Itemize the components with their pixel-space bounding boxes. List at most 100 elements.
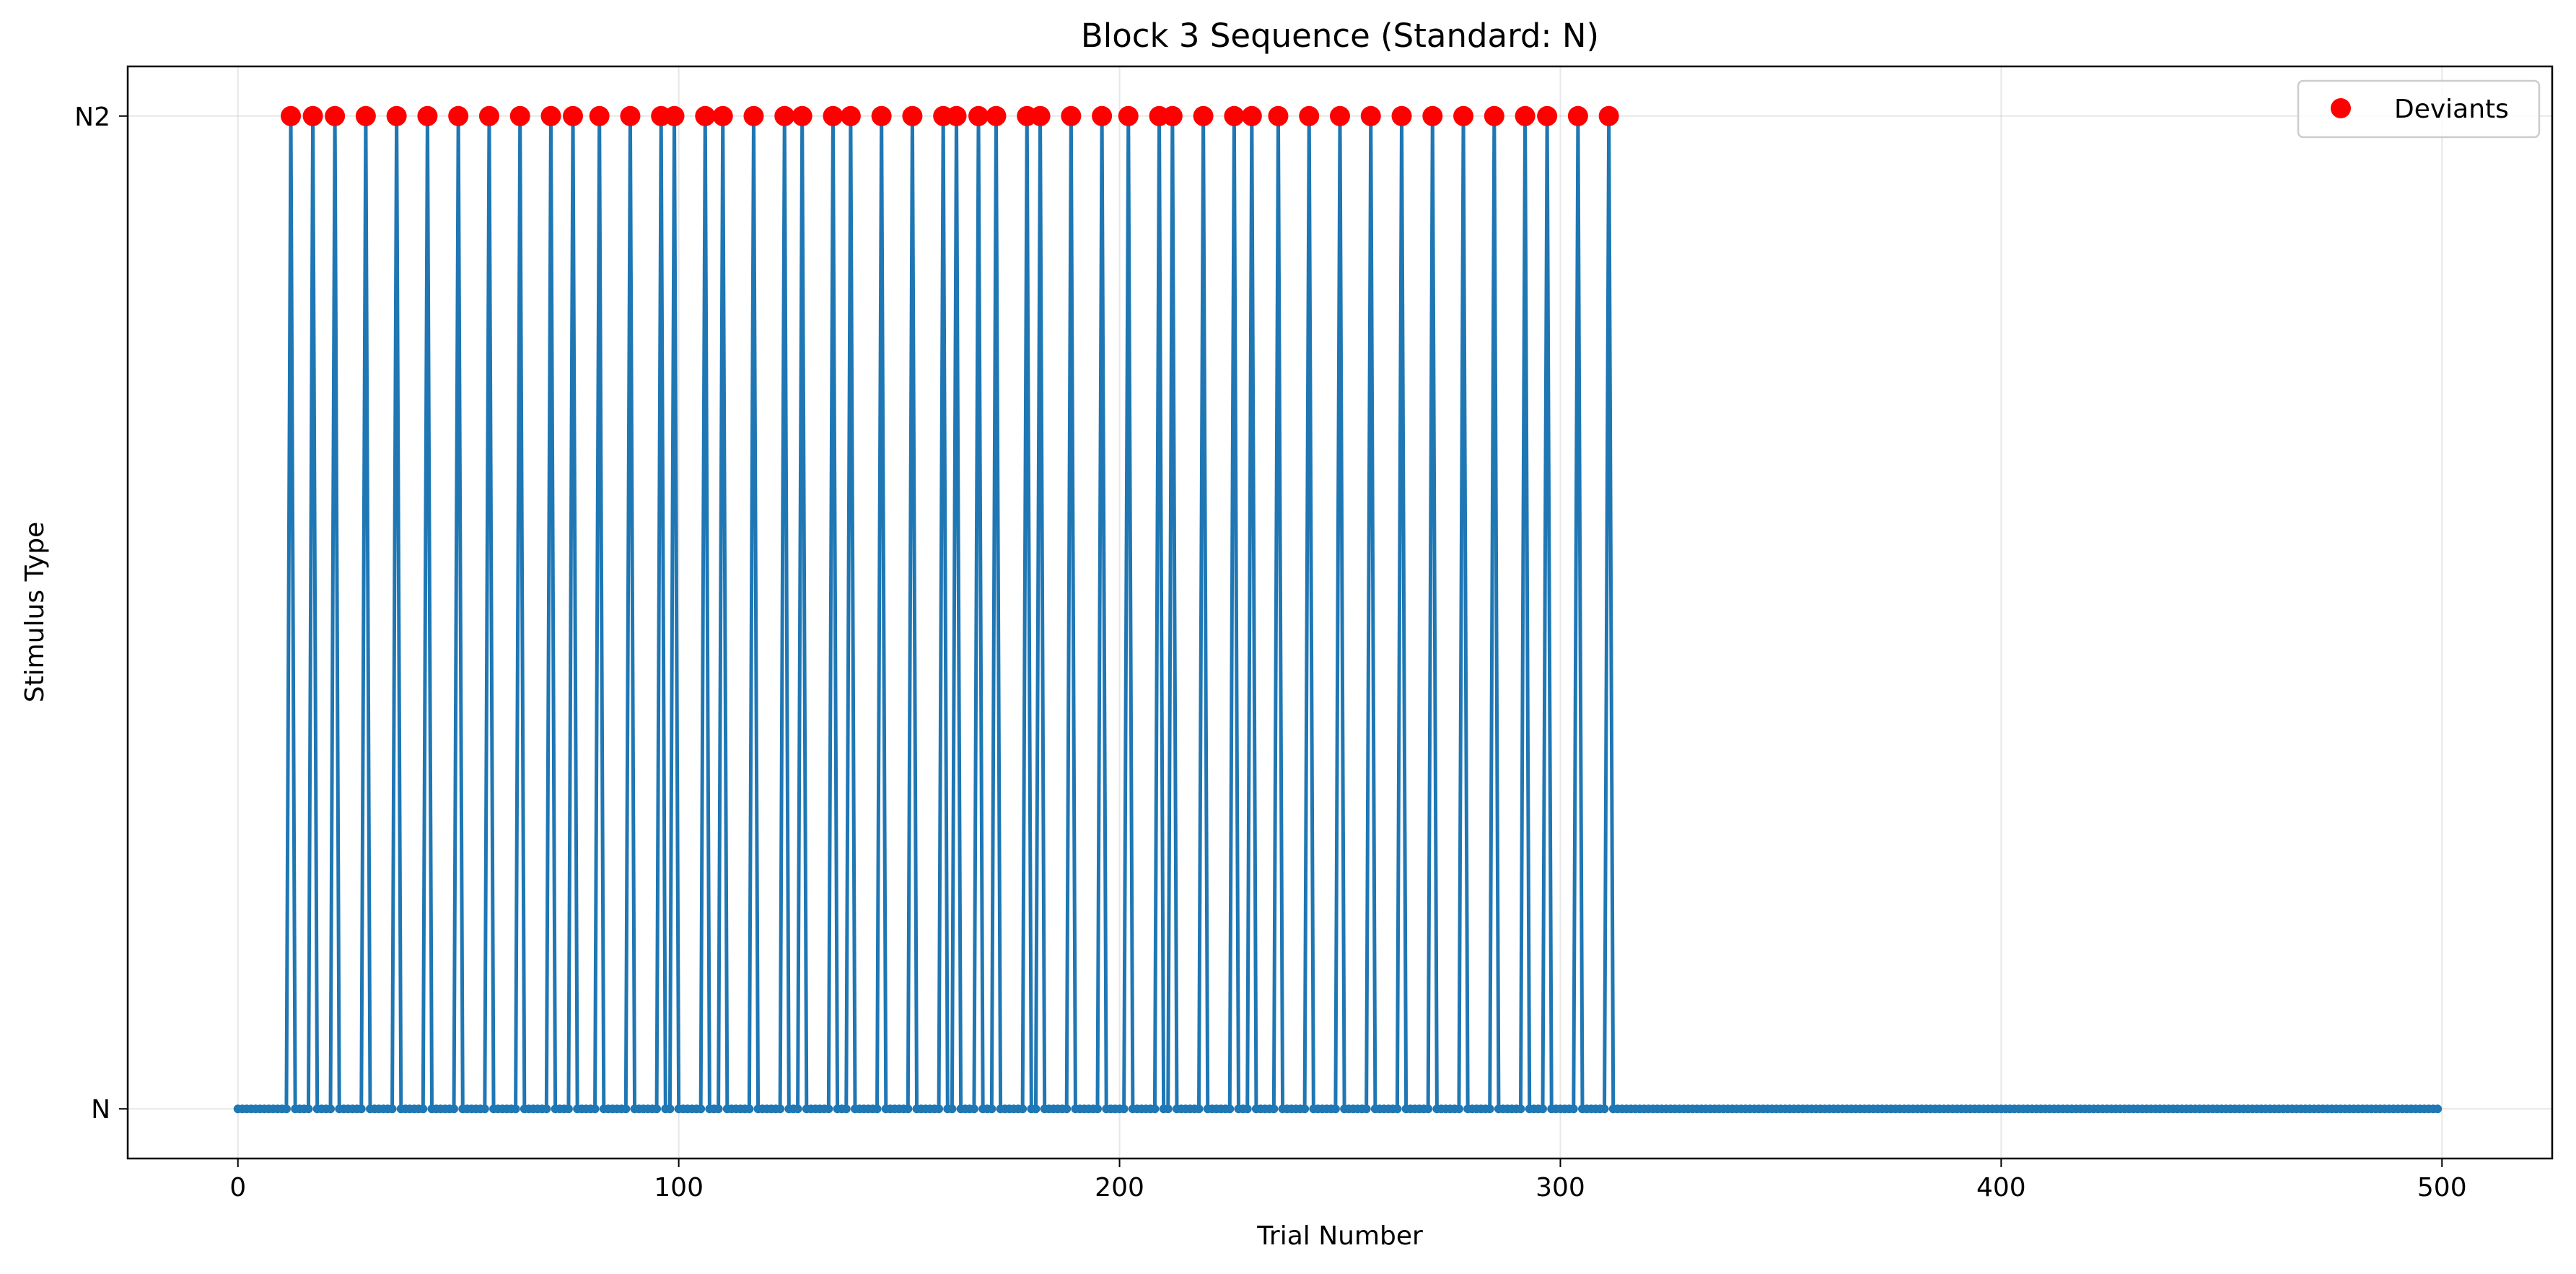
trial-point	[1485, 1104, 1494, 1114]
trial-point	[793, 1104, 802, 1114]
deviant-point	[1567, 105, 1588, 126]
deviant-point	[664, 105, 685, 126]
deviant-point	[1299, 105, 1320, 126]
deviant-point	[1118, 105, 1139, 126]
deviant-point	[695, 105, 716, 126]
trial-point	[903, 1104, 913, 1114]
deviant-point	[509, 105, 530, 126]
y-tick-label: N	[91, 1095, 110, 1125]
trial-point	[714, 1104, 723, 1114]
deviant-point	[325, 105, 346, 126]
legend: Deviants	[2297, 79, 2541, 139]
trial-point	[1538, 1104, 1548, 1114]
deviant-point	[1484, 105, 1504, 126]
trial-point	[1269, 1104, 1279, 1114]
deviant-point	[792, 105, 812, 126]
deviant-point	[946, 105, 967, 126]
deviant-point	[281, 105, 302, 126]
axes-frame	[126, 65, 2554, 1160]
deviant-point	[774, 105, 795, 126]
trial-point	[1119, 1104, 1129, 1114]
deviant-point	[1224, 105, 1245, 126]
x-axis-label: Trial Number	[1256, 1221, 1423, 1251]
x-tick-label: 0	[229, 1173, 246, 1203]
deviant-point	[743, 105, 764, 126]
x-tick-label: 400	[1976, 1173, 2026, 1203]
deviant-point	[986, 105, 1007, 126]
legend-deviants-marker	[2331, 98, 2351, 118]
deviant-point	[1360, 105, 1381, 126]
x-tick-label: 300	[1535, 1173, 1585, 1203]
deviant-point	[355, 105, 376, 126]
trial-point	[969, 1104, 978, 1114]
trial-point	[934, 1104, 944, 1114]
deviant-point	[840, 105, 861, 126]
trial-point	[326, 1104, 336, 1114]
trial-point	[1031, 1104, 1041, 1114]
deviant-point	[1193, 105, 1214, 126]
trial-point	[841, 1104, 851, 1114]
legend-box	[2297, 79, 2541, 139]
trial-point	[824, 1104, 833, 1114]
y-tick-label: N2	[74, 102, 110, 132]
trial-point	[1424, 1104, 1433, 1114]
deviant-point	[417, 105, 438, 126]
trial-point	[1163, 1104, 1173, 1114]
deviant-point	[1422, 105, 1443, 126]
trial-point	[1454, 1104, 1463, 1114]
deviant-point	[302, 105, 323, 126]
x-tick-label: 200	[1095, 1173, 1144, 1203]
deviant-point	[1030, 105, 1051, 126]
deviant-point	[1268, 105, 1289, 126]
trial-point	[652, 1104, 662, 1114]
trial-point	[1243, 1104, 1252, 1114]
deviant-point	[386, 105, 407, 126]
trial-point	[450, 1104, 459, 1114]
deviant-point	[540, 105, 561, 126]
deviant-point	[1537, 105, 1558, 126]
trial-point	[872, 1104, 882, 1114]
deviant-point	[712, 105, 733, 126]
y-axis-ticks: N N2	[74, 102, 128, 1125]
deviant-point	[478, 105, 499, 126]
trial-point	[281, 1104, 291, 1114]
trial-point	[564, 1104, 573, 1114]
trial-point	[1362, 1104, 1371, 1114]
deviant-point	[1092, 105, 1113, 126]
trial-point	[696, 1104, 706, 1114]
trial-point	[1331, 1104, 1340, 1114]
deviant-point	[1061, 105, 1082, 126]
deviant-point	[448, 105, 469, 126]
trial-point	[776, 1104, 785, 1114]
trial-point	[1018, 1104, 1028, 1114]
trial-point	[1093, 1104, 1102, 1114]
deviant-point	[968, 105, 989, 126]
chart-title: Block 3 Sequence (Standard: N)	[1081, 17, 1599, 55]
trial-point	[621, 1104, 631, 1114]
x-tick-label: 500	[2417, 1173, 2467, 1203]
trial-point	[1516, 1104, 1525, 1114]
x-tick-label: 100	[654, 1173, 704, 1203]
deviant-point	[823, 105, 844, 126]
deviant-point	[871, 105, 892, 126]
trial-point	[665, 1104, 675, 1114]
trial-point	[419, 1104, 428, 1114]
trial-point	[1569, 1104, 1578, 1114]
deviant-point	[620, 105, 641, 126]
deviant-point	[1330, 105, 1350, 126]
trial-point	[590, 1104, 600, 1114]
plot-area	[233, 105, 2443, 1114]
legend-deviants-label: Deviants	[2394, 95, 2509, 124]
x-axis-ticks: 0 100 200 300 400 500	[229, 1159, 2467, 1203]
trial-point	[480, 1104, 489, 1114]
trial-point	[1062, 1104, 1072, 1114]
deviant-point	[589, 105, 610, 126]
trial-point	[387, 1104, 397, 1114]
deviant-point	[1241, 105, 1262, 126]
deviant-point	[1391, 105, 1412, 126]
trial-point	[987, 1104, 996, 1114]
trial-point	[745, 1104, 754, 1114]
deviant-point	[1515, 105, 1535, 126]
